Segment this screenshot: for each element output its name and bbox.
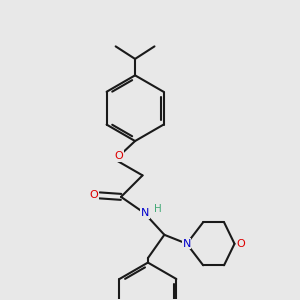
Text: O: O xyxy=(237,239,245,249)
Text: N: N xyxy=(141,208,149,218)
Text: O: O xyxy=(90,190,98,200)
Text: H: H xyxy=(154,204,162,214)
Text: O: O xyxy=(114,151,123,161)
Text: N: N xyxy=(182,239,191,249)
